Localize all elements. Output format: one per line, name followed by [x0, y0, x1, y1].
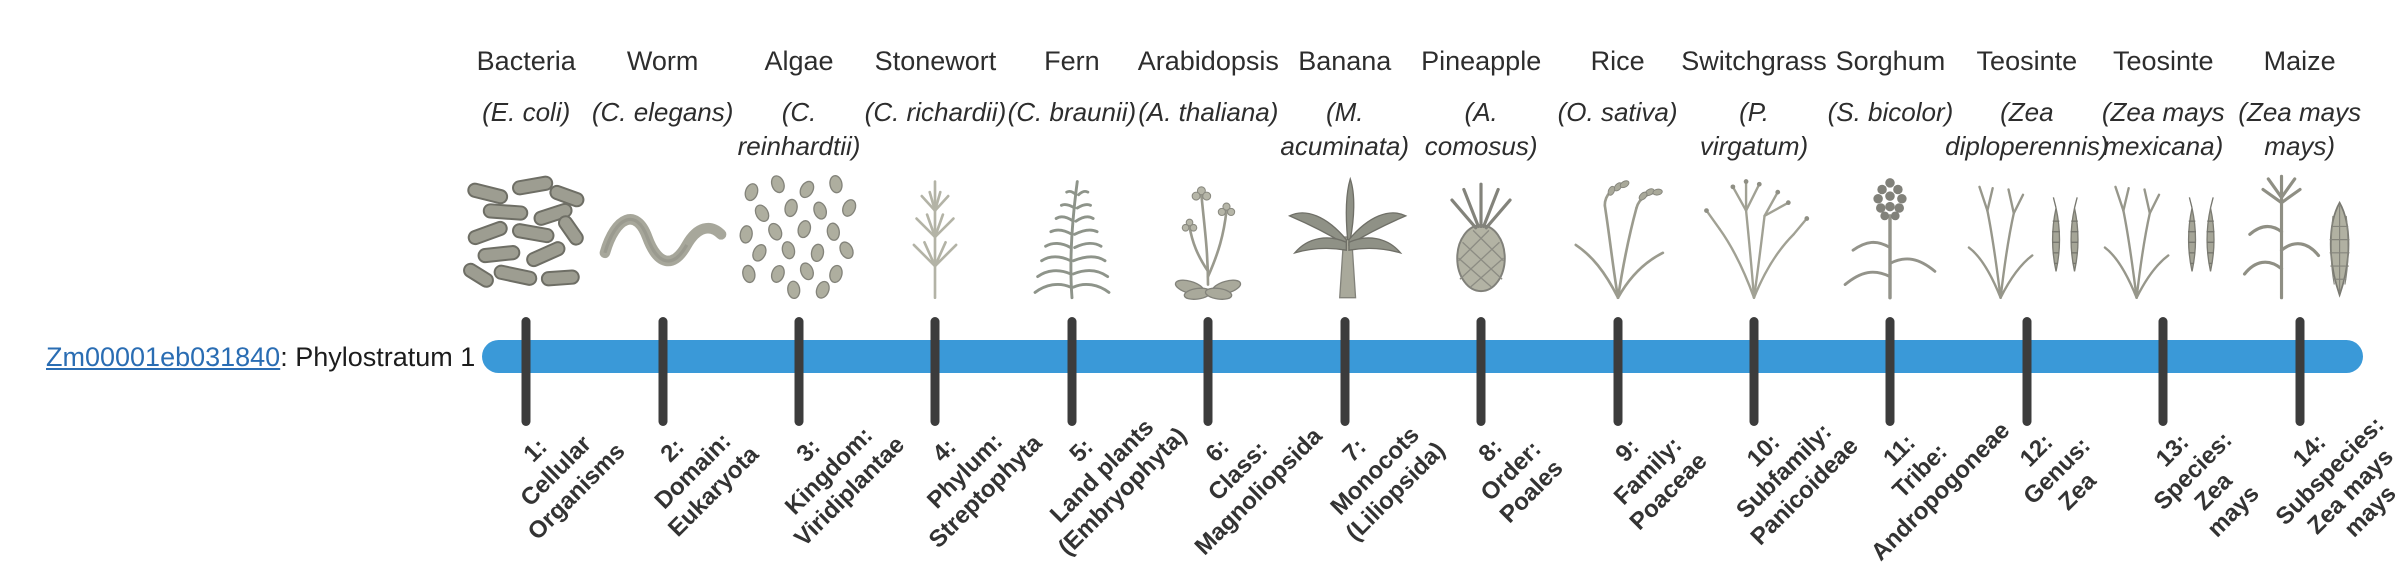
- organism-latin-name: (C. elegans): [591, 97, 734, 127]
- timeline-tick: [1749, 317, 1759, 426]
- organism-latin-name: (P. virgatum): [1699, 97, 1809, 161]
- organism-column: Maize (Zea mays mays) 14: Subspecies: Ze…: [2231, 0, 2400, 580]
- organism-column: Algae (C. reinhardtii) 3: Kingdom: Virid…: [731, 0, 910, 580]
- organism-column: Pineapple (A. comosus) 8: Order: Poales: [1413, 0, 1568, 580]
- organism-latin-name: (M. acuminata): [1280, 97, 1410, 161]
- stonewort-icon: [869, 168, 1001, 306]
- phylostratum-label: 14: Subspecies: Zea mays mays: [2270, 411, 2400, 543]
- timeline-tick: [1203, 317, 1213, 426]
- organism-latin-name: (S. bicolor): [1827, 97, 1954, 127]
- organism-common-name: Bacteria: [476, 46, 576, 76]
- organism-latin-name: (Zea diploperennis): [1945, 97, 2109, 161]
- gene-label: Zm00001eb031840: Phylostratum 1: [46, 342, 475, 372]
- organism-common-name: Algae: [764, 46, 834, 76]
- timeline-tick: [521, 317, 531, 426]
- arabidopsis-icon: [1142, 168, 1274, 306]
- timeline-tick: [2022, 317, 2032, 426]
- organism-common-name: Banana: [1298, 46, 1392, 76]
- organism-latin-name: (A. comosus): [1424, 97, 1538, 161]
- gene-id-link[interactable]: Zm00001eb031840: [46, 342, 281, 372]
- teosinte-mexicana-icon: [2097, 168, 2229, 306]
- timeline-tick: [2158, 317, 2168, 426]
- organism-common-name: Teosinte: [2112, 46, 2214, 76]
- organism-latin-name: (C. braunii): [1007, 97, 1137, 127]
- worm-icon: [597, 168, 729, 306]
- organism-column: Switchgrass (P. virgatum) 10: Subfamily:…: [1681, 0, 1863, 580]
- switchgrass-icon: [1688, 168, 1820, 306]
- organism-column: Worm (C. elegans) 2: Domain: Eukaryota: [592, 0, 764, 580]
- organism-column: Sorghum (S. bicolor) 11: Tribe: Andropog…: [1822, 0, 2016, 580]
- organism-columns: Bacteria (E. coli) 1: Cellular Organisms…: [458, 0, 2400, 580]
- organism-column: Arabidopsis (A. thaliana) 6: Class: Magn…: [1137, 0, 1328, 580]
- organism-column: Stonewort (C. richardii) 4: Phylum: Stre…: [865, 0, 1048, 580]
- organism-common-name: Fern: [1044, 46, 1100, 76]
- timeline-tick: [1613, 317, 1623, 426]
- timeline-tick: [1067, 317, 1077, 426]
- organism-latin-name: (C. richardii): [864, 97, 1007, 127]
- timeline-tick: [2295, 317, 2305, 426]
- organism-latin-name: (Zea mays mays): [2238, 97, 2362, 161]
- timeline-tick: [658, 317, 668, 426]
- organism-column: Banana (M. acuminata) 7: Monocots (Lilio…: [1277, 0, 1449, 580]
- organism-common-name: Stonewort: [874, 46, 997, 76]
- organism-column: Bacteria (E. coli) 1: Cellular Organisms: [458, 0, 630, 580]
- organism-common-name: Worm: [626, 46, 699, 76]
- organism-common-name: Sorghum: [1835, 46, 1946, 76]
- maize-icon: [2234, 168, 2366, 306]
- organism-common-name: Rice: [1590, 46, 1645, 76]
- organism-latin-name: (E. coli): [482, 97, 571, 127]
- teosinte-diploperennis-icon: [1961, 168, 2093, 306]
- organism-column: Rice (O. sativa) 9: Family: Poaceae: [1549, 0, 1712, 580]
- organism-common-name: Arabidopsis: [1137, 46, 1279, 76]
- organism-latin-name: (C. reinhardtii): [737, 97, 861, 161]
- banana-icon: [1279, 168, 1411, 306]
- organism-latin-name: (O. sativa): [1557, 97, 1678, 127]
- timeline-tick: [1476, 317, 1486, 426]
- organism-latin-name: (Zea mays mexicana): [2101, 97, 2225, 161]
- pineapple-icon: [1415, 168, 1547, 306]
- organism-latin-name: (A. thaliana): [1138, 97, 1279, 127]
- organism-column: Teosinte (Zea mays mexicana) 13: Species…: [2095, 0, 2265, 580]
- timeline-tick: [930, 317, 940, 426]
- gene-phylostratum-text: : Phylostratum 1: [280, 342, 476, 372]
- organism-common-name: Maize: [2263, 46, 2336, 76]
- bacteria-icon: [460, 168, 592, 306]
- timeline-tick: [1340, 317, 1350, 426]
- timeline-tick: [794, 317, 804, 426]
- organism-common-name: Pineapple: [1421, 46, 1542, 76]
- organism-column: Teosinte (Zea diploperennis) 12: Genus: …: [1945, 0, 2108, 580]
- algae-icon: [733, 168, 865, 306]
- organism-common-name: Teosinte: [1976, 46, 2078, 76]
- sorghum-icon: [1824, 168, 1956, 306]
- fern-icon: [1006, 168, 1138, 306]
- organism-common-name: Switchgrass: [1681, 46, 1827, 76]
- organism-column: Fern (C. braunii) 5: Land plants (Embryo…: [1004, 0, 1192, 580]
- rice-icon: [1552, 168, 1684, 306]
- timeline-tick: [1885, 317, 1895, 426]
